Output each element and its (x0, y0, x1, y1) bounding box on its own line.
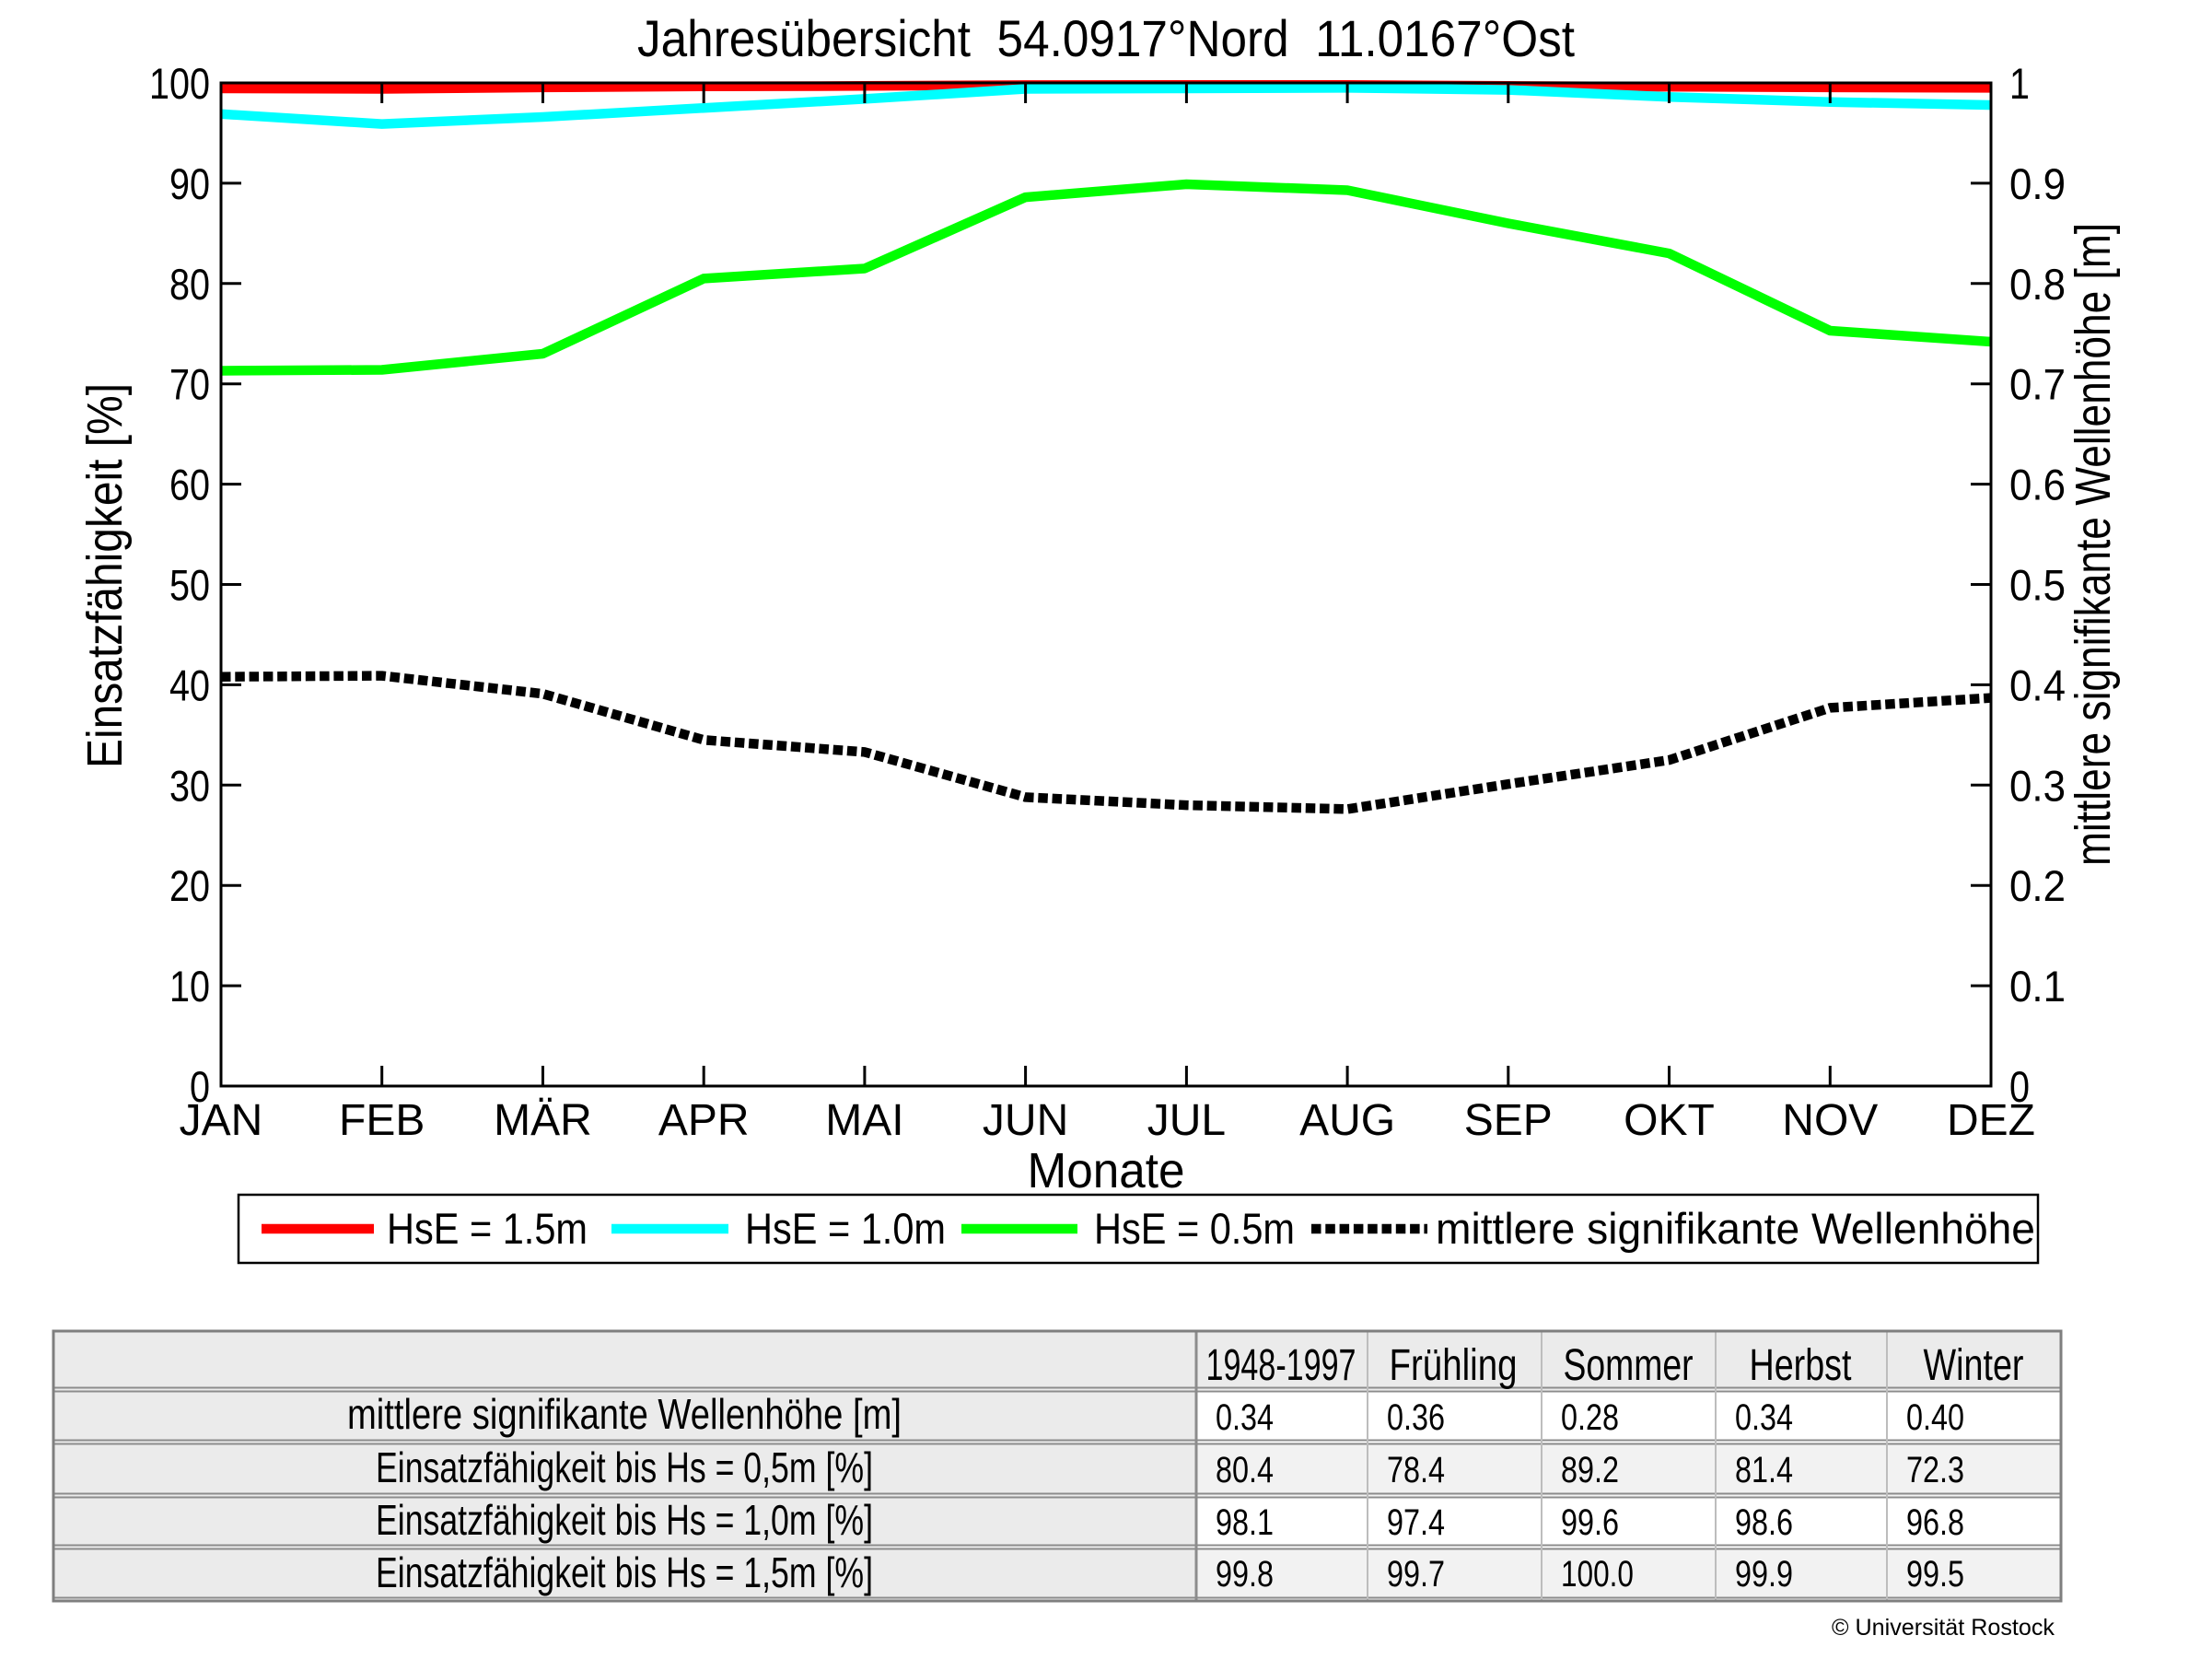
svg-text:100.0: 100.0 (1561, 1554, 1634, 1595)
svg-text:mittlere signifikante Wellenhö: mittlere signifikante Wellenhöhe [m] (2066, 223, 2121, 866)
svg-text:0.5: 0.5 (2009, 561, 2066, 610)
svg-text:0.34: 0.34 (1735, 1397, 1793, 1438)
svg-text:78.4: 78.4 (1387, 1450, 1445, 1490)
svg-text:80: 80 (169, 260, 210, 309)
svg-text:SEP: SEP (1464, 1096, 1553, 1145)
svg-text:72.3: 72.3 (1906, 1450, 1964, 1490)
svg-text:1948-1997: 1948-1997 (1206, 1341, 1356, 1390)
svg-text:98.1: 98.1 (1216, 1502, 1274, 1543)
svg-text:1: 1 (2009, 59, 2030, 108)
svg-text:HsE = 1.0m: HsE = 1.0m (745, 1204, 946, 1253)
svg-text:mittlere signifikante Wellenhö: mittlere signifikante Wellenhöhe (1436, 1204, 2035, 1253)
svg-text:Monate: Monate (1028, 1143, 1185, 1198)
svg-text:FEB: FEB (339, 1096, 425, 1145)
svg-text:OKT: OKT (1624, 1096, 1715, 1145)
svg-text:100: 100 (149, 59, 210, 108)
svg-text:20: 20 (169, 861, 210, 910)
svg-text:Einsatzfähigkeit [%]: Einsatzfähigkeit [%] (77, 383, 133, 768)
svg-text:40: 40 (169, 660, 210, 709)
svg-text:Jahresübersicht 54.0917°Nord: Jahresübersicht 54.0917°Nord 11.0167°Ost (637, 9, 1575, 67)
svg-text:0.2: 0.2 (2009, 861, 2066, 910)
svg-text:0: 0 (2009, 1062, 2030, 1111)
svg-text:HsE = 1.5m: HsE = 1.5m (387, 1204, 588, 1253)
svg-text:99.6: 99.6 (1561, 1502, 1619, 1543)
svg-text:MAI: MAI (825, 1096, 903, 1145)
svg-text:99.8: 99.8 (1216, 1554, 1274, 1595)
svg-text:NOV: NOV (1782, 1096, 1878, 1145)
svg-text:96.8: 96.8 (1906, 1502, 1964, 1543)
svg-text:0.9: 0.9 (2009, 159, 2066, 208)
svg-text:0.36: 0.36 (1387, 1397, 1445, 1438)
svg-text:89.2: 89.2 (1561, 1450, 1619, 1490)
svg-text:JUN: JUN (983, 1096, 1068, 1145)
svg-text:99.5: 99.5 (1906, 1554, 1964, 1595)
svg-text:AUG: AUG (1299, 1096, 1395, 1145)
svg-text:0.34: 0.34 (1216, 1397, 1274, 1438)
svg-text:0.8: 0.8 (2009, 260, 2066, 309)
svg-text:MÄR: MÄR (494, 1096, 592, 1145)
svg-text:Herbst: Herbst (1750, 1341, 1852, 1390)
svg-text:mittlere signifikante Wellenhö: mittlere signifikante Wellenhöhe [m] (347, 1390, 902, 1438)
svg-text:10: 10 (169, 962, 210, 1011)
svg-text:97.4: 97.4 (1387, 1502, 1445, 1543)
svg-text:81.4: 81.4 (1735, 1450, 1793, 1490)
svg-text:50: 50 (169, 561, 210, 610)
svg-text:98.6: 98.6 (1735, 1502, 1793, 1543)
svg-text:Einsatzfähigkeit bis Hs = 1,5m: Einsatzfähigkeit bis Hs = 1,5m [%] (376, 1548, 873, 1596)
svg-text:JAN: JAN (180, 1096, 263, 1145)
svg-text:0.28: 0.28 (1561, 1397, 1619, 1438)
svg-text:99.9: 99.9 (1735, 1554, 1793, 1595)
svg-text:© Universität Rostock: © Universität Rostock (1832, 1615, 2055, 1641)
svg-text:0.6: 0.6 (2009, 461, 2066, 509)
svg-text:HsE = 0.5m: HsE = 0.5m (1094, 1204, 1295, 1253)
svg-text:DEZ: DEZ (1947, 1096, 2035, 1145)
svg-text:JUL: JUL (1147, 1096, 1226, 1145)
svg-text:0.3: 0.3 (2009, 761, 2066, 810)
svg-text:90: 90 (169, 159, 210, 208)
svg-text:0.7: 0.7 (2009, 360, 2066, 409)
svg-text:0.4: 0.4 (2009, 660, 2066, 709)
svg-text:Sommer: Sommer (1564, 1341, 1694, 1390)
svg-text:80.4: 80.4 (1216, 1450, 1274, 1490)
svg-text:0: 0 (190, 1062, 210, 1111)
svg-text:Frühling: Frühling (1390, 1341, 1518, 1390)
svg-text:Winter: Winter (1924, 1341, 2024, 1390)
svg-text:99.7: 99.7 (1387, 1554, 1445, 1595)
svg-text:30: 30 (169, 761, 210, 810)
svg-text:60: 60 (169, 461, 210, 509)
svg-text:0.1: 0.1 (2009, 962, 2066, 1011)
svg-text:70: 70 (169, 360, 210, 409)
svg-text:Einsatzfähigkeit bis Hs = 0,5m: Einsatzfähigkeit bis Hs = 0,5m [%] (376, 1443, 873, 1491)
svg-text:Einsatzfähigkeit bis Hs = 1,0m: Einsatzfähigkeit bis Hs = 1,0m [%] (376, 1496, 873, 1544)
svg-text:0.40: 0.40 (1906, 1397, 1964, 1438)
svg-text:APR: APR (658, 1096, 750, 1145)
